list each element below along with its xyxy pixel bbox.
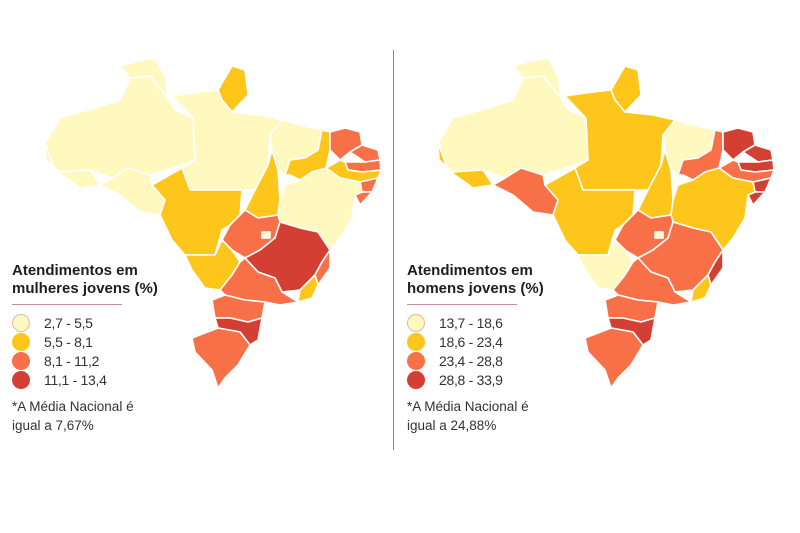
legend-divider <box>407 304 517 305</box>
legend-title: Atendimentos em mulheres jovens (%) <box>12 262 158 297</box>
state-espirito-santo[interactable] <box>314 249 331 286</box>
legend-swatch-icon <box>12 313 30 332</box>
state-espirito-santo[interactable] <box>707 249 724 286</box>
state-amazonas[interactable] <box>44 75 196 179</box>
state-distrito-federal[interactable] <box>261 231 271 239</box>
brazil-map-men <box>437 57 775 389</box>
legend-women: Atendimentos em mulheres jovens (%) 2,7 -… <box>12 262 212 435</box>
legend-range: 8,1 - 11,2 <box>44 352 100 369</box>
legend-range: 23,4 - 28,8 <box>439 352 503 369</box>
legend-divider <box>12 304 122 305</box>
legend-item-class-3: 8,1 - 11,2 <box>12 351 212 370</box>
legend-item-class-1: 2,7 - 5,5 <box>12 313 212 332</box>
legend-range: 18,6 - 23,4 <box>439 333 503 350</box>
state-rio-grande-do-norte[interactable] <box>742 144 774 163</box>
legend-swatch-icon <box>12 332 30 351</box>
panel-divider <box>393 50 394 450</box>
legend-swatch-icon <box>407 351 425 370</box>
state-rio-de-janeiro[interactable] <box>690 274 712 303</box>
legend-range: 11,1 - 13,4 <box>44 371 107 388</box>
legend-title: Atendimentos em homens jovens (%) <box>407 262 544 297</box>
state-rio-grande-do-sul[interactable] <box>584 327 644 389</box>
state-para[interactable] <box>564 89 676 191</box>
legend-swatch-icon <box>407 370 425 389</box>
legend-item-class-2: 18,6 - 23,4 <box>407 332 607 351</box>
state-mato-grosso[interactable] <box>544 167 636 256</box>
national-average-note: *A Média Nacional é igual a 7,67% <box>12 399 134 433</box>
state-roraima[interactable] <box>119 57 169 99</box>
state-acre[interactable] <box>437 142 494 189</box>
legend-item-class-1: 13,7 - 18,6 <box>407 313 607 332</box>
legend-item-class-4: 11,1 - 13,4 <box>12 370 212 389</box>
state-mato-grosso[interactable] <box>151 167 243 256</box>
state-distrito-federal[interactable] <box>654 231 664 239</box>
state-roraima[interactable] <box>512 57 562 99</box>
legend-swatch-icon <box>12 370 30 389</box>
legend-range: 13,7 - 18,6 <box>439 314 503 331</box>
legend-range: 5,5 - 8,1 <box>44 333 93 350</box>
national-average-note: *A Média Nacional é igual a 24,88% <box>407 399 529 433</box>
state-para[interactable] <box>171 89 283 191</box>
state-rio-de-janeiro[interactable] <box>297 274 319 303</box>
legend-item-class-3: 23,4 - 28,8 <box>407 351 607 370</box>
legend-range: 28,8 - 33,9 <box>439 371 503 388</box>
state-acre[interactable] <box>44 142 101 189</box>
legend-item-class-2: 5,5 - 8,1 <box>12 332 212 351</box>
state-rio-grande-do-norte[interactable] <box>349 144 381 163</box>
legend-men: Atendimentos em homens jovens (%) 13,7 - … <box>407 262 607 435</box>
map-panel-women: Atendimentos em mulheres jovens (%) 2,7 -… <box>12 57 382 435</box>
brazil-map-women <box>44 57 382 389</box>
state-rio-grande-do-sul[interactable] <box>191 327 251 389</box>
legend-item-class-4: 28,8 - 33,9 <box>407 370 607 389</box>
legend-swatch-icon <box>407 313 425 332</box>
state-amazonas[interactable] <box>437 75 589 179</box>
map-panel-men: Atendimentos em homens jovens (%) 13,7 - … <box>400 0 800 533</box>
legend-range: 2,7 - 5,5 <box>44 314 93 331</box>
legend-swatch-icon <box>407 332 425 351</box>
legend-swatch-icon <box>12 351 30 370</box>
